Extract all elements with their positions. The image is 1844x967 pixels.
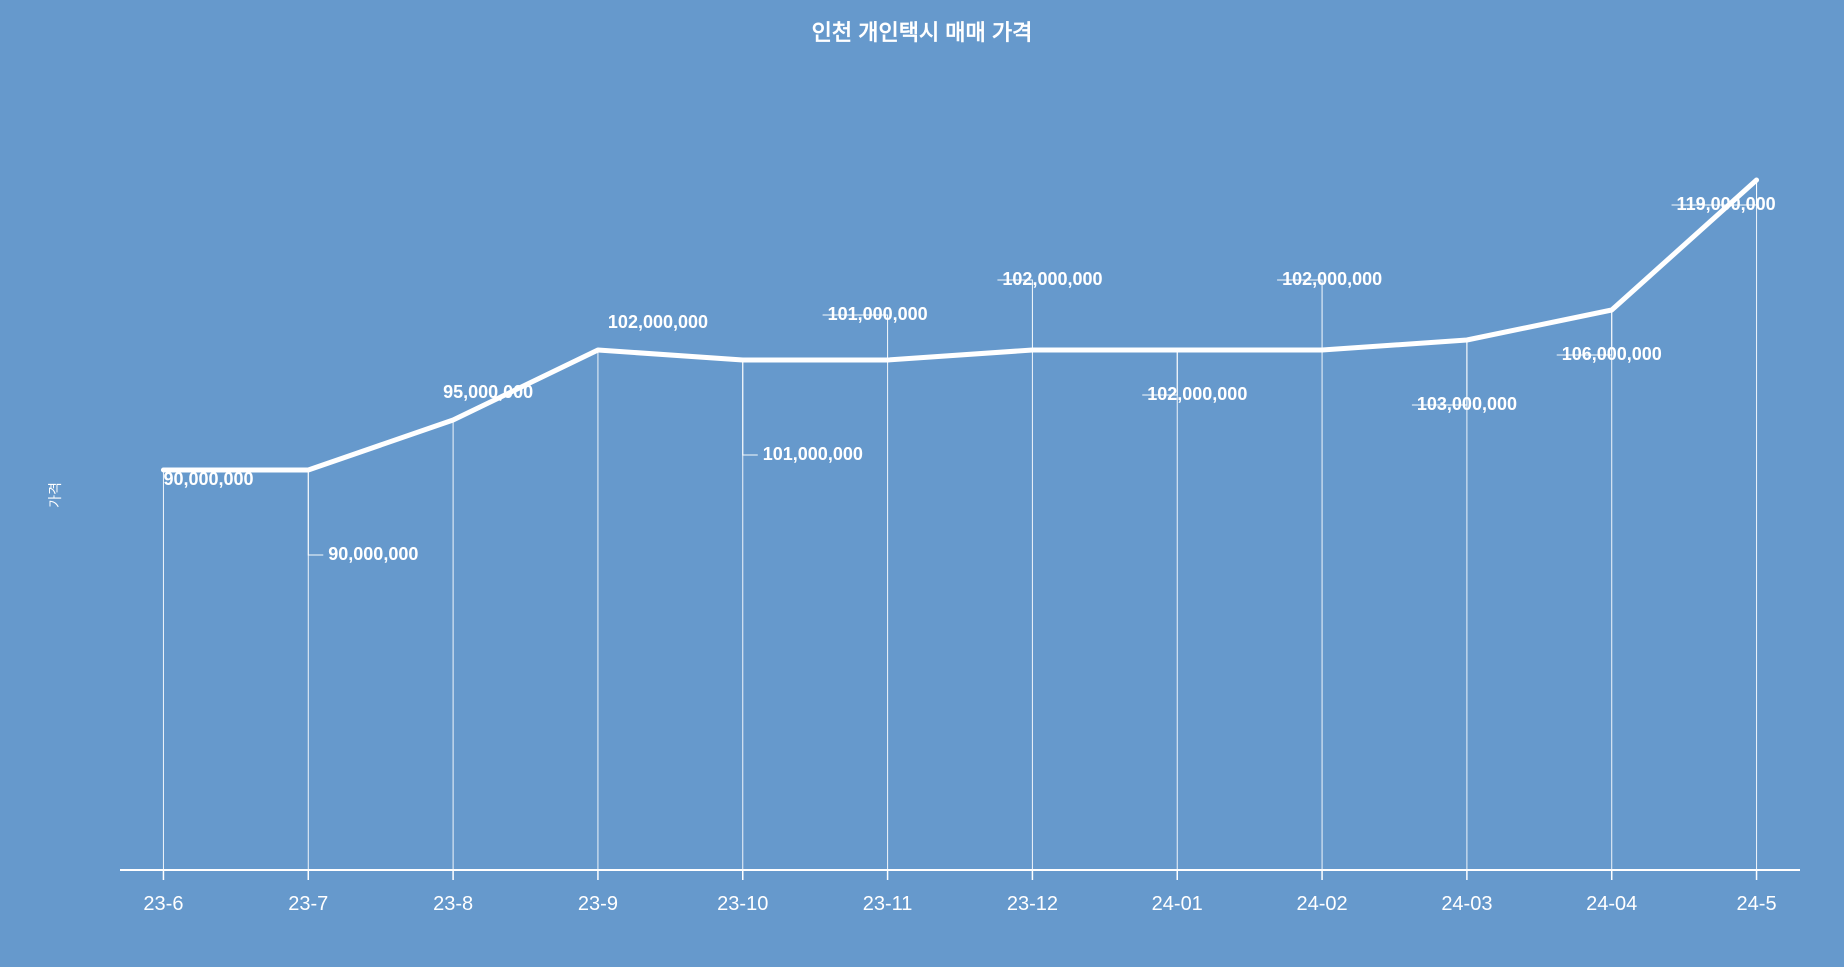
- x-axis-label: 23-9: [578, 893, 618, 915]
- data-label: 102,000,000: [1147, 384, 1247, 404]
- x-axis-label: 23-7: [288, 893, 328, 915]
- x-axis-label: 23-8: [433, 893, 473, 915]
- data-label: 95,000,000: [443, 382, 533, 402]
- data-label: 101,000,000: [828, 304, 928, 324]
- x-axis-label: 24-02: [1296, 893, 1347, 915]
- x-axis-label: 24-01: [1152, 893, 1203, 915]
- x-axis-label: 24-04: [1586, 893, 1637, 915]
- data-label: 101,000,000: [763, 444, 863, 464]
- line-chart: 인천 개인택시 매매 가격가격 23-6 23-7 23-8 23-9 23-10 23-1…: [0, 0, 1844, 967]
- x-axis-label: 23-11: [863, 893, 913, 915]
- data-label: 102,000,000: [1002, 269, 1102, 289]
- data-label: 90,000,000: [328, 544, 418, 564]
- data-label: 90,000,000: [163, 469, 253, 489]
- chart-container: 인천 개인택시 매매 가격가격 23-6 23-7 23-8 23-9 23-10 23-1…: [0, 0, 1844, 967]
- data-label: 119,000,000: [1677, 194, 1776, 214]
- data-label: 102,000,000: [1282, 269, 1382, 289]
- y-axis-label: 가격: [47, 482, 63, 508]
- x-axis-label: 24-03: [1441, 893, 1492, 915]
- data-label: 106,000,000: [1562, 344, 1662, 364]
- chart-title: 인천 개인택시 매매 가격: [812, 20, 1033, 45]
- x-axis-label: 23-6: [143, 893, 183, 915]
- x-axis-label: 23-12: [1007, 893, 1058, 915]
- x-axis-label: 24-5: [1737, 893, 1777, 915]
- data-label: 103,000,000: [1417, 394, 1517, 414]
- chart-background: [0, 0, 1844, 967]
- data-label: 102,000,000: [608, 312, 708, 332]
- x-axis-label: 23-10: [717, 893, 768, 915]
